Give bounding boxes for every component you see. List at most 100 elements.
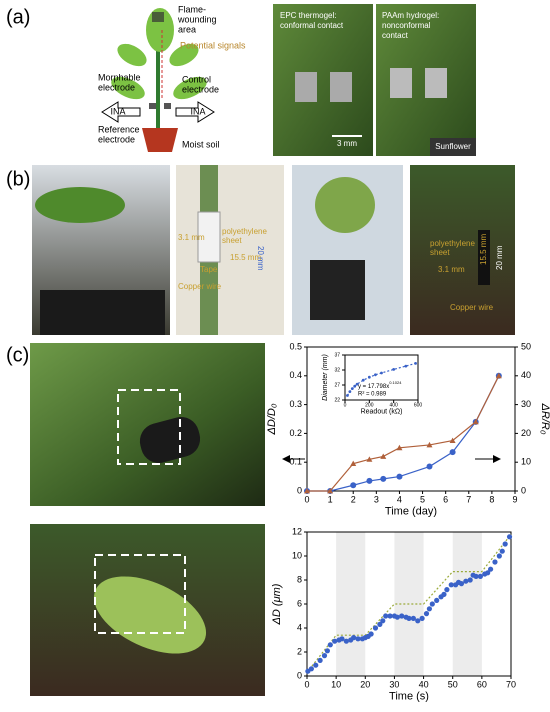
leaf [315, 177, 375, 233]
highlight-box [117, 389, 181, 465]
y-axis-label: ΔD/D₀ [266, 403, 278, 435]
data-point [387, 613, 393, 619]
annotation: Copper wire [450, 303, 494, 312]
y-tick-label: 0 [297, 485, 302, 495]
x-tick-label: 3 [374, 494, 379, 504]
pot [40, 290, 165, 335]
data-point [327, 642, 333, 648]
data-point [404, 364, 408, 368]
x-tick-label: 7 [466, 494, 471, 504]
annotation: Potential signals [180, 40, 246, 50]
data-point [308, 666, 314, 672]
data-point [304, 488, 310, 494]
y-tick-label: 0.2 [289, 428, 302, 438]
y-tick-label: 12 [292, 526, 302, 536]
data-point [394, 614, 400, 620]
x-tick-label: 9 [512, 494, 517, 504]
y2-axis-label: ΔR/R₀ [539, 403, 550, 435]
y-tick-label: 6 [297, 598, 302, 608]
x-tick-label: 4 [397, 494, 402, 504]
data-point [463, 578, 469, 584]
annotation: Control [182, 74, 211, 84]
x-tick-label: 30 [389, 679, 399, 689]
amplifier-label: INA [190, 106, 205, 116]
data-point [380, 475, 387, 482]
y-tick-label: 32 [334, 367, 340, 373]
annotation: sheet [430, 248, 450, 257]
data-point [472, 418, 479, 425]
data-point [485, 570, 491, 576]
data-point [366, 477, 373, 484]
x-tick-label: 70 [506, 679, 516, 689]
y-axis-label: ΔD (μm) [271, 583, 283, 625]
data-point [444, 587, 450, 593]
data-point [423, 611, 430, 617]
series-line [307, 375, 500, 492]
y2-tick-label: 50 [521, 341, 531, 351]
data-point [392, 368, 396, 371]
data-point [414, 362, 417, 365]
y-axis-label: Diameter (mm) [322, 354, 329, 401]
y-tick-label: 22 [334, 397, 340, 403]
x-tick-label: 8 [489, 494, 494, 504]
data-point [361, 378, 365, 382]
data-point [343, 638, 349, 644]
electrode [390, 68, 412, 98]
annotation: 15.5 mm [230, 253, 261, 262]
plant-diagram [101, 8, 215, 152]
data-point [415, 618, 421, 624]
x-tick-label: 20 [360, 679, 370, 689]
electrode [295, 72, 317, 102]
annotation: 3.1 mm [438, 265, 465, 274]
photo-caption: PAAm hydrogel: [382, 11, 439, 20]
y-tick-label: 8 [297, 574, 302, 584]
equation-text: y = 17.798x [358, 384, 389, 390]
data-point [419, 615, 425, 622]
x-tick-label: 200 [365, 402, 374, 408]
highlight-box [94, 554, 186, 634]
data-point [380, 371, 383, 375]
equation: y = 17.798x0.1024 [358, 380, 402, 390]
photo-caption: contact [382, 31, 409, 40]
series-line [307, 375, 500, 492]
data-point [348, 390, 352, 393]
data-point [377, 621, 383, 628]
data-point [396, 473, 403, 480]
sheet [197, 211, 221, 263]
x-tick-label: 400 [389, 402, 398, 408]
annotation: Flame- [178, 4, 206, 14]
data-point [495, 372, 502, 379]
x-tick-label: 1 [328, 494, 333, 504]
amplifier-label: INA [110, 106, 125, 116]
data-point [441, 591, 447, 598]
data-point [434, 597, 440, 604]
x-tick-label: 600 [414, 402, 423, 408]
electrode [330, 72, 352, 102]
data-point [351, 635, 357, 641]
y-tick-label: 4 [297, 622, 302, 632]
data-point [367, 375, 371, 379]
annotation: wounding [177, 14, 217, 24]
data-point [429, 601, 435, 607]
data-point [353, 384, 357, 388]
y2-tick-label: 30 [521, 399, 531, 409]
photo [176, 165, 284, 335]
photo-caption: nonconformal [382, 21, 431, 30]
data-point [327, 488, 334, 494]
data-point [488, 566, 494, 572]
data-point [350, 460, 357, 467]
data-point [492, 559, 498, 565]
plot-frame [306, 346, 516, 492]
x-tick-label: 0 [304, 679, 309, 689]
annotation: electrode [98, 82, 135, 92]
annotation: area [178, 24, 196, 34]
x-tick-label: 60 [477, 679, 487, 689]
data-point [372, 625, 379, 631]
x-tick-label: 0 [344, 402, 347, 408]
photo-caption: EPC thermogel: [280, 11, 336, 20]
annotation: Reference [98, 124, 140, 134]
data-point [496, 553, 502, 559]
annotation: electrode [98, 134, 135, 144]
x-tick-label: 6 [443, 494, 448, 504]
